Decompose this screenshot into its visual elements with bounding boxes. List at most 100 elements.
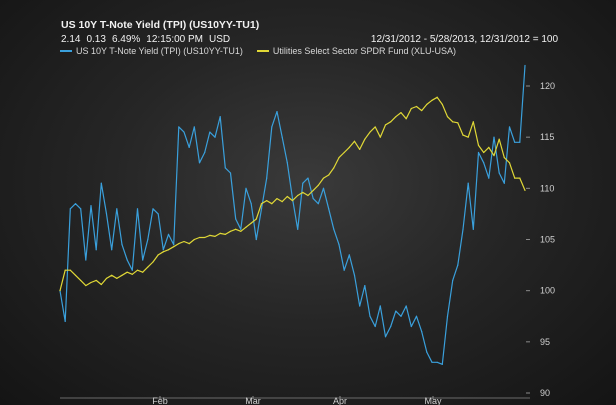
series-1-point [204,236,206,239]
series-1-point [136,269,139,271]
series-1-point [188,242,190,245]
series-1-point [209,234,211,237]
series-0-point [524,64,526,67]
series-0-point [131,269,133,271]
series-1-point [441,103,443,106]
series-1-point [348,146,350,148]
series-1-point [390,121,392,123]
series-0-point [514,141,516,143]
series-1-point [214,235,216,238]
series-0-point [446,315,449,317]
series-0-point [405,305,407,307]
series-0-point [219,116,221,118]
series-1-point [121,274,123,276]
series-1-point [400,112,402,114]
series-0-point [260,208,263,210]
series-0-point [508,126,511,128]
series-0-point [328,208,330,210]
series-0-point [390,325,392,328]
series-0-point [498,172,500,174]
series-0-point [415,315,418,317]
series-1-point [157,254,159,256]
series-0-point [400,315,402,317]
chart-title: US 10Y T-Note Yield (TPI) (US10YY-TU1) [61,19,260,31]
series-0-point [410,325,412,328]
series-1-point [178,242,180,245]
series-0-point [307,177,309,179]
series-0-point [312,197,314,200]
series-0-point [142,259,144,261]
series-0-point [85,259,87,261]
series-0-point [488,177,490,179]
series-0-point [136,208,139,210]
series-1-point [488,146,490,148]
series-0-point [452,279,454,282]
series-1-point [498,138,500,140]
series-1-point [116,277,118,279]
series-1-point [245,226,247,228]
series-1-point [291,200,294,202]
series-1-point [224,233,226,235]
series-1-point [405,118,407,120]
series-0-point [95,249,97,251]
series-1-point [85,284,87,287]
series-0-point [333,228,335,230]
series-1-point [483,151,485,154]
series-0-point [457,264,459,266]
series-0-point [359,305,361,307]
x-tick-label: Apr [333,396,347,405]
series-0-point [276,110,278,113]
series-1-point [193,238,195,241]
series-0-point [519,141,521,143]
series-0-point [198,162,201,164]
series-1-point [519,177,521,179]
series-1-point [467,136,469,138]
chart-legend: US 10Y T-Note Yield (TPI) (US10YY-TU1) U… [60,46,456,56]
quote-time: 12:15:00 PM [146,34,204,45]
y-tick-label: 105 [540,235,555,245]
series-0-point [374,325,376,328]
series-0-point [204,151,206,154]
series-1-point [452,121,454,123]
date-range-label: 12/31/2012 - 5/28/2013, 12/31/2012 = 100 [370,34,558,45]
series-1-point [493,154,495,157]
series-1-point [229,230,232,232]
x-tick-label: Feb [152,396,168,405]
series-1-point [307,194,309,197]
series-1-point [126,271,128,273]
series-1-point [142,271,144,273]
series-1-point [111,274,113,276]
series-1-point [198,236,201,239]
series-1-point [328,174,330,176]
series-0-point [436,361,438,363]
legend-item-yield: US 10Y T-Note Yield (TPI) (US10YY-TU1) [60,46,243,56]
series-1-point [426,103,428,106]
series-1-point [462,134,464,136]
series-1-point [286,195,288,198]
series-1-point [69,269,71,271]
series-0-point [379,305,381,307]
series-1-point [235,228,237,230]
series-0-point [147,238,149,241]
series-1-point [524,189,526,191]
series-1-point [105,277,108,279]
series-0-point [343,269,345,271]
series-0-point [353,274,356,276]
series-0-point [297,228,299,230]
legend-label-yield: US 10Y T-Note Yield (TPI) (US10YY-TU1) [76,46,243,56]
series-0-point [178,126,180,128]
series-1-point [477,144,480,146]
series-0-point [245,187,247,189]
quote-price: 2.14 [61,34,81,45]
y-tick-label: 110 [540,183,554,193]
series-0-point [266,177,268,179]
x-tick-label: Mar [245,396,261,405]
series-0-point [126,259,128,261]
series-0-point [472,228,474,230]
series-1-point [173,246,175,248]
series-0-point [317,203,319,205]
quote-line: 2.14 0.13 6.49% 12:15:00 PM USD [61,34,230,45]
series-0-point [338,244,340,246]
series-0-point [493,136,495,138]
series-0-point [209,131,211,133]
